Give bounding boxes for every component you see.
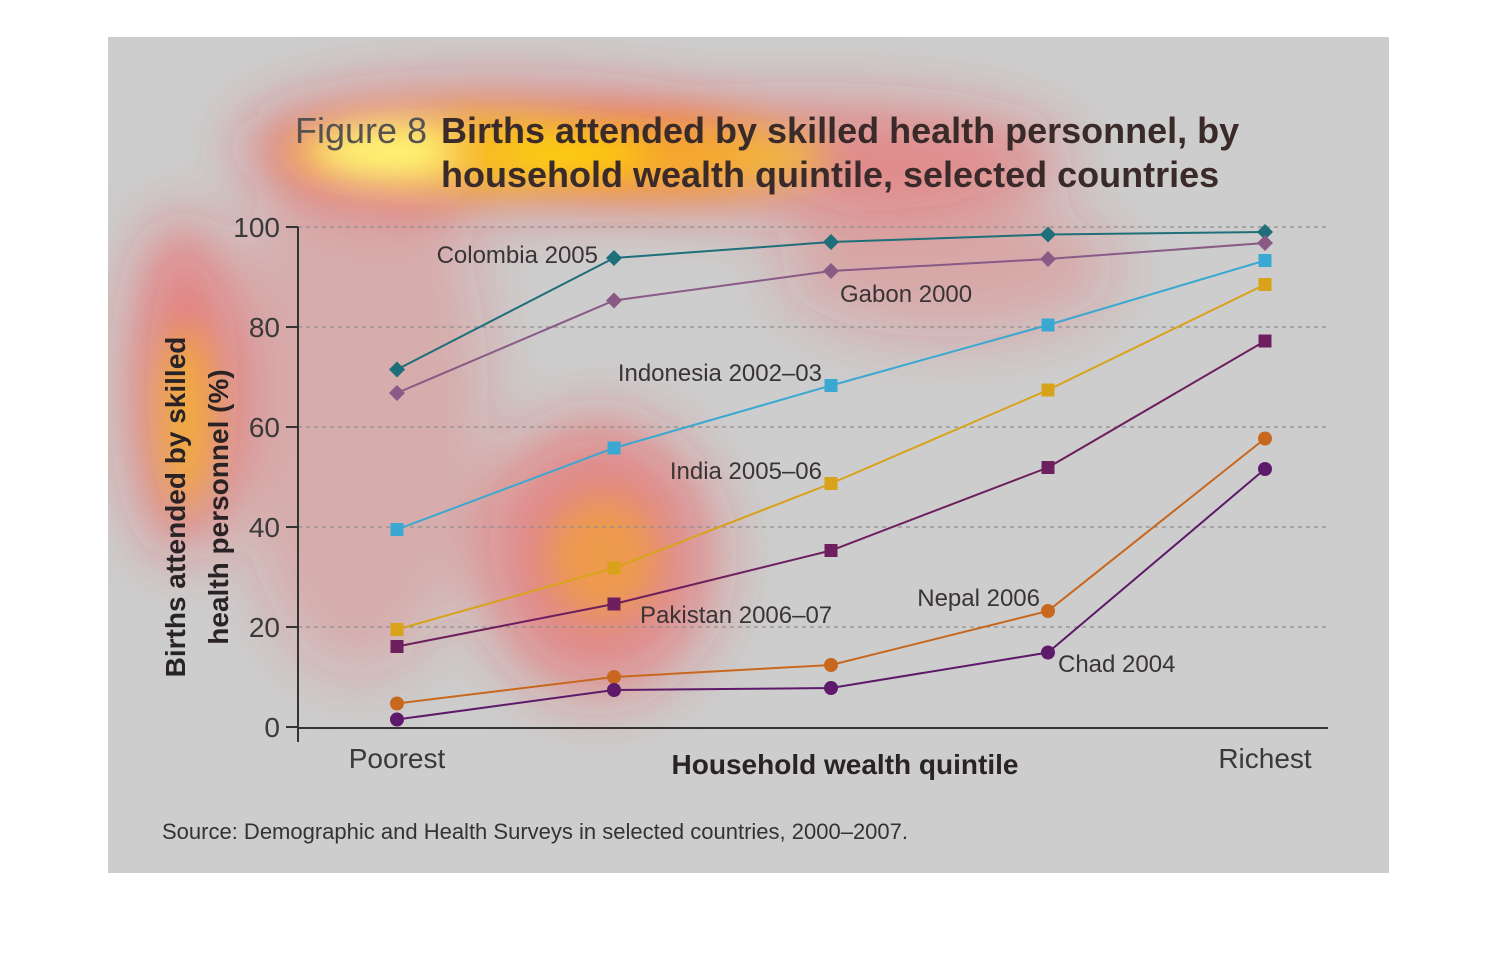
data-point <box>1040 226 1056 243</box>
data-point <box>607 561 621 575</box>
data-point <box>1041 604 1055 618</box>
series <box>389 235 1273 401</box>
data-point <box>1040 251 1056 267</box>
data-point <box>1258 278 1272 291</box>
data-point <box>1258 431 1272 446</box>
data-point <box>1041 461 1055 474</box>
data-point <box>824 379 838 392</box>
x-tick-labels: Poorest Richest <box>349 743 1312 774</box>
series <box>390 278 1272 636</box>
data-point <box>607 597 621 611</box>
data-point <box>1041 318 1055 332</box>
series-group <box>389 224 1273 727</box>
series <box>390 462 1272 727</box>
data-point <box>824 544 838 557</box>
figure-panel: Figure 8 Births attended by skilled heal… <box>108 37 1389 873</box>
data-point <box>390 696 404 711</box>
data-point <box>824 681 838 695</box>
series <box>390 254 1272 536</box>
data-point <box>389 385 405 401</box>
series-label: Pakistan 2006–07 <box>640 602 832 629</box>
data-point <box>824 477 838 490</box>
data-point <box>607 441 621 455</box>
series-label: Gabon 2000 <box>840 281 972 308</box>
data-point <box>606 292 622 309</box>
series-labels: Colombia 2005 Gabon 2000 Indonesia 2002–03… <box>437 242 1176 678</box>
data-point <box>823 234 839 250</box>
attention-heatmap <box>128 87 1118 697</box>
data-point <box>1257 224 1273 240</box>
y-axis-title-line1: Births attended by skilled <box>160 337 191 678</box>
data-point <box>1258 254 1272 267</box>
data-point <box>824 658 838 672</box>
y-tick-labels: 0 20 40 60 80 100 <box>233 212 280 743</box>
data-point <box>1258 462 1272 476</box>
grid-lines <box>286 226 1328 728</box>
data-point <box>390 523 404 536</box>
series <box>389 224 1273 378</box>
data-point <box>1257 235 1273 251</box>
source-note: Source: Demographic and Health Surveys i… <box>162 819 908 844</box>
data-point <box>606 250 622 266</box>
data-point <box>389 361 405 378</box>
figure-label: Figure 8 <box>295 110 427 151</box>
x-tick-label: Poorest <box>349 743 446 774</box>
data-point <box>823 263 839 279</box>
data-point <box>1258 334 1272 348</box>
axes <box>297 227 1328 742</box>
line-chart: Figure 8 Births attended by skilled heal… <box>128 87 1328 844</box>
y-tick-label: 100 <box>233 212 280 243</box>
data-point <box>390 623 404 636</box>
x-tick-label: Richest <box>1218 743 1312 774</box>
series-label: India 2005–06 <box>670 458 822 485</box>
series-label: Chad 2004 <box>1058 651 1175 678</box>
y-tick-label: 60 <box>249 412 280 443</box>
y-tick-label: 20 <box>249 612 280 643</box>
series <box>390 431 1272 711</box>
y-tick-label: 40 <box>249 512 280 543</box>
data-point <box>607 670 621 684</box>
series <box>390 334 1272 653</box>
series-label: Colombia 2005 <box>437 242 598 269</box>
y-axis-title-line2: health personnel (%) <box>203 369 234 644</box>
data-point <box>1041 645 1055 660</box>
figure-title-line1: Births attended by skilled health person… <box>441 110 1239 151</box>
y-tick-label: 80 <box>249 312 280 343</box>
y-tick-label: 0 <box>264 712 280 743</box>
data-point <box>607 683 621 697</box>
figure-title-line2: household wealth quintile, selected coun… <box>441 154 1219 195</box>
x-axis-title: Household wealth quintile <box>672 749 1019 780</box>
series-label: Indonesia 2002–03 <box>618 360 822 387</box>
data-point <box>1041 383 1055 397</box>
series-label: Nepal 2006 <box>917 585 1040 612</box>
data-point <box>390 640 404 653</box>
data-point <box>390 712 404 727</box>
